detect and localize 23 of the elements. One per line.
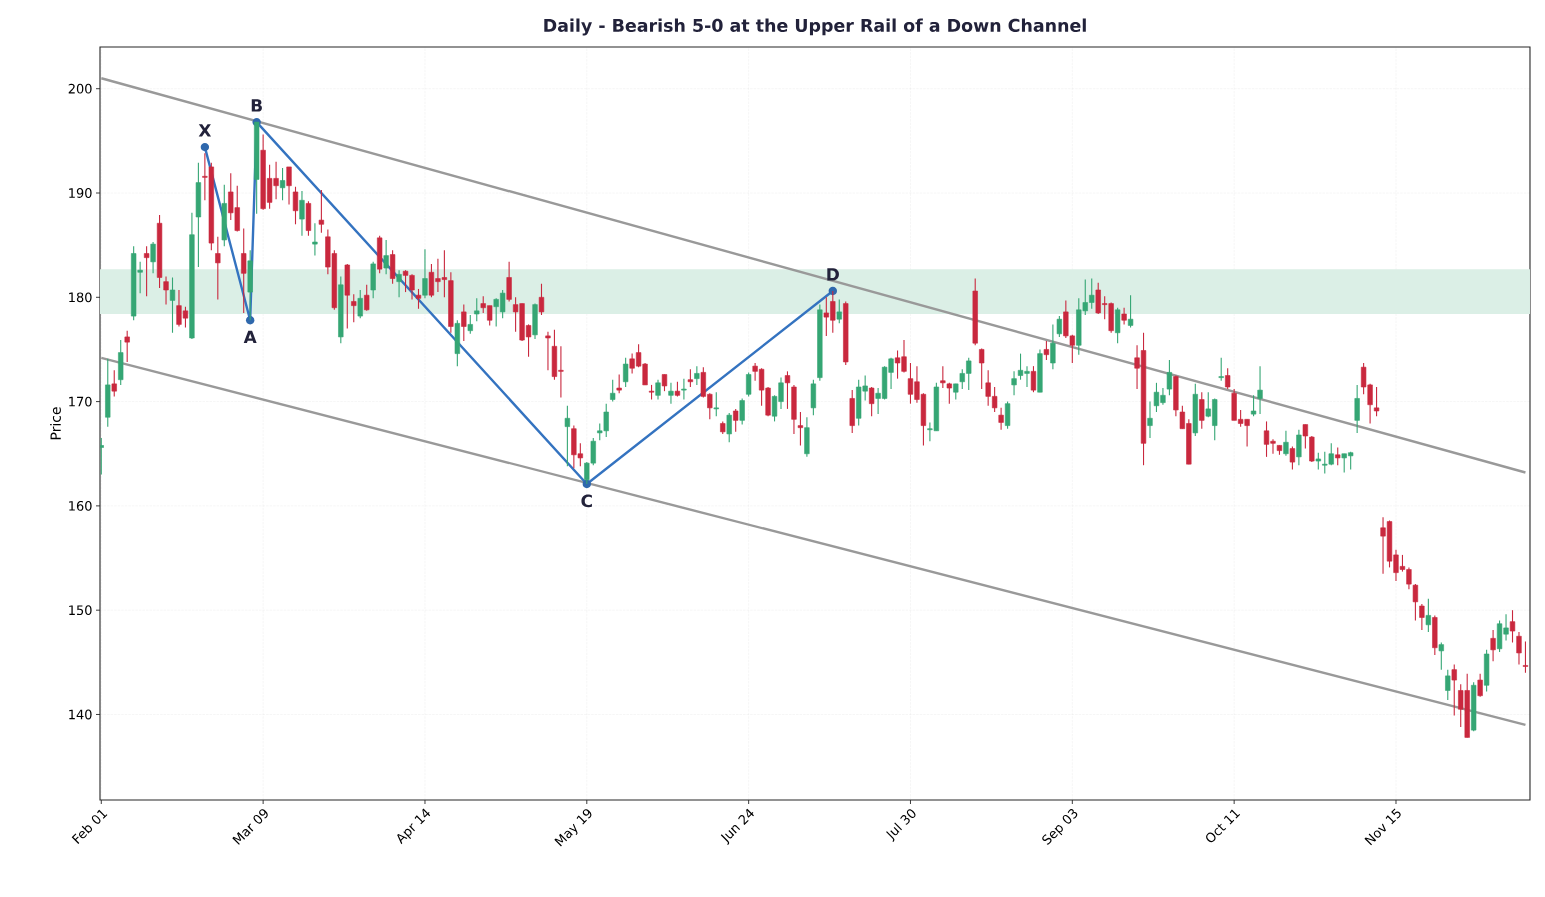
x-tick-label: Mar 09 bbox=[232, 809, 268, 845]
y-tick-label: 200 bbox=[68, 83, 92, 94]
x-tick-label: Apr 14 bbox=[397, 808, 431, 845]
x-tick-label: Jun 24 bbox=[720, 808, 754, 846]
y-tick-label: 160 bbox=[69, 500, 92, 511]
y-tick-label: 190 bbox=[69, 188, 92, 198]
x-tick-label: Sep 03 bbox=[1042, 809, 1078, 845]
y-tick-label: 140 bbox=[69, 709, 92, 720]
data-label: C bbox=[581, 494, 592, 508]
y-tick-label: 180 bbox=[69, 292, 92, 303]
y-tick-label: 150 bbox=[69, 605, 92, 616]
chart-title: Daily - Bearish 5-0 at the Upper Rail of a Down Channel bbox=[544, 18, 1086, 36]
data-label: D bbox=[827, 268, 839, 281]
x-tick-label: May 19 bbox=[554, 809, 592, 847]
data-label: X bbox=[198, 124, 212, 137]
data-label: B bbox=[251, 99, 262, 112]
data-label: A bbox=[243, 330, 257, 344]
x-tick-label: Jul 30 bbox=[886, 809, 916, 842]
y-tick-label: 170 bbox=[69, 396, 92, 407]
x-tick-label: Nov 15 bbox=[1364, 808, 1401, 846]
y-axis-title: Price bbox=[50, 407, 61, 440]
x-tick-label: Oct 11 bbox=[1206, 809, 1241, 843]
x-tick-label: Feb 01 bbox=[71, 809, 108, 844]
